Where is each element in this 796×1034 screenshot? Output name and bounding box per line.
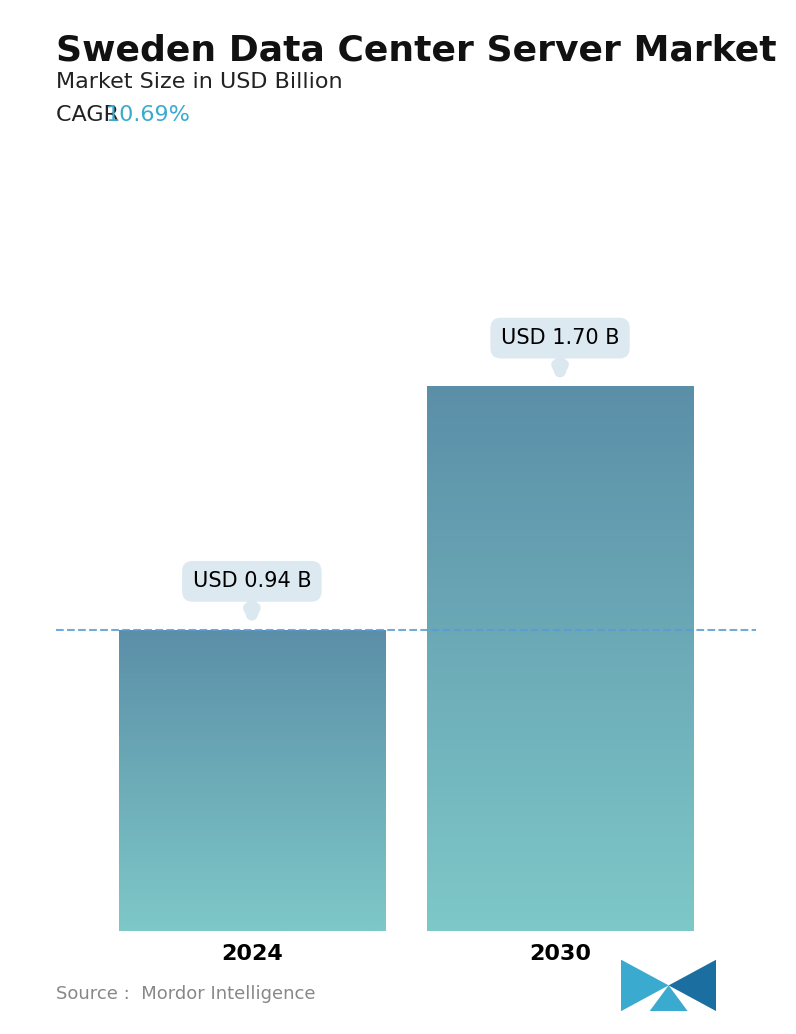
Text: USD 1.70 B: USD 1.70 B	[501, 328, 619, 371]
Text: Market Size in USD Billion: Market Size in USD Billion	[56, 72, 342, 92]
Text: CAGR: CAGR	[56, 105, 126, 125]
Polygon shape	[650, 985, 688, 1011]
Text: Source :  Mordor Intelligence: Source : Mordor Intelligence	[56, 985, 315, 1003]
Polygon shape	[669, 960, 716, 1011]
Text: Sweden Data Center Server Market: Sweden Data Center Server Market	[56, 33, 776, 67]
Text: USD 0.94 B: USD 0.94 B	[193, 572, 311, 614]
Polygon shape	[621, 960, 669, 1011]
Text: 10.69%: 10.69%	[106, 105, 191, 125]
